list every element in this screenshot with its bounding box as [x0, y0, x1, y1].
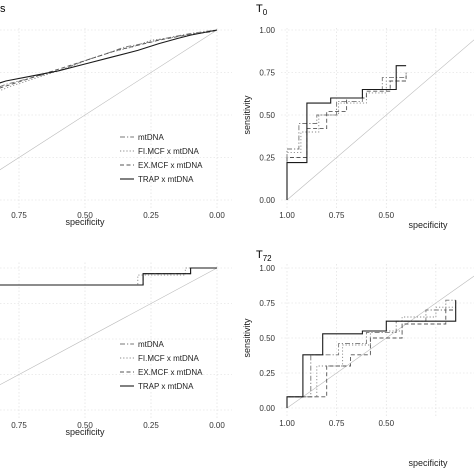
- x-axis-label: specificity: [408, 458, 448, 468]
- y-tick-label: 0.50: [259, 334, 275, 343]
- series-line-ex-mcf-x-mtdna: [286, 75, 407, 200]
- x-tick-label: 0.50: [77, 421, 93, 430]
- series-line-mtdna: [286, 72, 407, 200]
- y-axis-label: sensitivity: [242, 318, 252, 358]
- series-line-mtdna: [0, 267, 217, 286]
- panel-1: 0.75 0.50 0.25 0.00 specificity s mtDNA FI.MCF …: [0, 3, 232, 227]
- chance-diagonal: [0, 29, 218, 171]
- y-tick-label: 0.75: [259, 299, 275, 308]
- x-tick-label: 0.75: [329, 211, 345, 220]
- x-tick-label: 0.75: [11, 211, 27, 220]
- panel-4: 1.00 0.75 0.50 0.00 0.25 0.50 0.75 1.00 specific…: [242, 249, 474, 468]
- y-tick-label: 0.00: [259, 196, 275, 205]
- series-group: [286, 65, 407, 200]
- legend-label: TRAP x mtDNA: [138, 175, 194, 184]
- legend-label: FI.MCF x mtDNA: [138, 147, 200, 156]
- panel-3: 0.75 0.50 0.25 0.00 specificity mtDNA FI.MCF x…: [0, 262, 232, 437]
- x-tick-label: 0.25: [143, 421, 159, 430]
- legend-label: EX.MCF x mtDNA: [138, 161, 203, 170]
- legend-label: FI.MCF x mtDNA: [138, 354, 200, 363]
- y-tick-label: 0.50: [259, 111, 275, 120]
- chance-diagonal: [286, 39, 474, 201]
- y-axis-label: sensitivity: [242, 95, 252, 135]
- grid: [0, 262, 232, 418]
- x-tick-label: 0.00: [209, 421, 225, 430]
- x-tick-label: 0.00: [209, 211, 225, 220]
- panel-title: s: [0, 3, 6, 15]
- series-line-mtdna: [286, 299, 456, 408]
- x-tick-label: 0.50: [77, 211, 93, 220]
- y-tick-label: 0.25: [259, 369, 275, 378]
- series-line-fi-mcf-x-mtdna: [286, 74, 407, 200]
- series-line-fi-mcf-x-mtdna: [286, 306, 456, 408]
- series-line-ex-mcf-x-mtdna: [0, 29, 218, 89]
- legend-label: mtDNA: [138, 133, 164, 142]
- y-tick-label: 1.00: [259, 264, 275, 273]
- panel-title: T72: [256, 249, 272, 263]
- legend: mtDNA FI.MCF x mtDNA EX.MCF x mtDNA TRAP x …: [120, 133, 203, 184]
- legend-label: mtDNA: [138, 340, 164, 349]
- panel-title-subscript: 72: [263, 254, 272, 263]
- x-tick-label: 0.75: [329, 419, 345, 428]
- panel-2: 1.00 0.75 0.50 0.00 0.25 0.50 0.75 1.00 specific…: [242, 3, 474, 230]
- series-group: [0, 267, 217, 286]
- x-tick-label: 0.50: [378, 419, 394, 428]
- x-axis-label: specificity: [408, 220, 448, 230]
- series-line-mtdna: [0, 29, 218, 88]
- y-tick-label: 0.00: [259, 404, 275, 413]
- grid: [281, 28, 474, 208]
- y-tick-label: 1.00: [259, 26, 275, 35]
- grid: [0, 28, 232, 208]
- x-tick-label: 0.50: [378, 211, 394, 220]
- series-line-trap-x-mtdna: [0, 267, 217, 286]
- series-line-trap-x-mtdna: [286, 65, 407, 200]
- x-axis-label: specificity: [65, 217, 105, 227]
- series-line-trap-x-mtdna: [286, 300, 457, 408]
- series-line-trap-x-mtdna: [0, 29, 218, 84]
- series-line-ex-mcf-x-mtdna: [0, 267, 217, 286]
- x-tick-label: 0.25: [143, 211, 159, 220]
- legend: mtDNA FI.MCF x mtDNA EX.MCF x mtDNA TRAP x …: [120, 340, 203, 391]
- panel-title: T0: [256, 3, 268, 17]
- series-line-fi-mcf-x-mtdna: [0, 267, 217, 286]
- chance-diagonal: [0, 267, 218, 386]
- x-tick-label: 0.75: [11, 421, 27, 430]
- y-tick-label: 0.75: [259, 69, 275, 78]
- grid: [281, 262, 474, 416]
- x-tick-label: 1.00: [279, 211, 295, 220]
- legend-label: TRAP x mtDNA: [138, 382, 194, 391]
- series-line-ex-mcf-x-mtdna: [286, 309, 456, 408]
- series-group: [286, 299, 457, 408]
- x-tick-label: 1.00: [279, 419, 295, 428]
- panel-title-subscript: 0: [263, 8, 268, 17]
- legend-label: EX.MCF x mtDNA: [138, 368, 203, 377]
- series-group: [0, 29, 218, 92]
- y-tick-label: 0.25: [259, 154, 275, 163]
- x-axis-label: specificity: [65, 427, 105, 437]
